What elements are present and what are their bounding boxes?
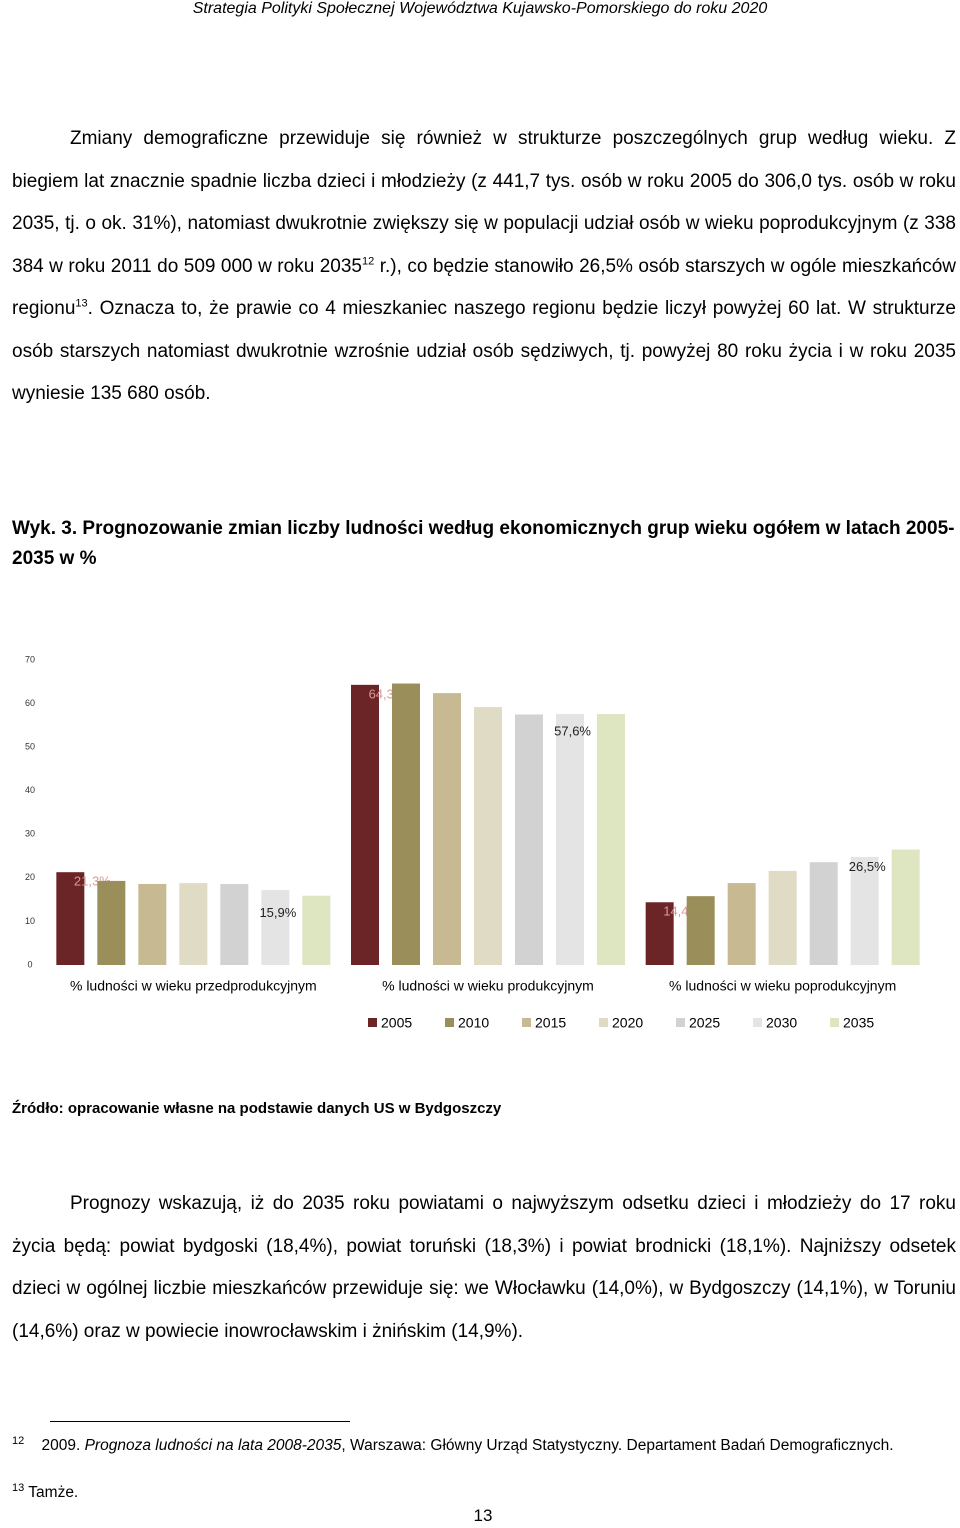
bar bbox=[515, 714, 543, 965]
bar bbox=[850, 856, 879, 965]
text: 2009. bbox=[41, 1437, 85, 1454]
bar bbox=[891, 849, 920, 965]
bar bbox=[727, 883, 756, 965]
text: Prognoza ludności na lata 2008-2035 bbox=[84, 1437, 342, 1454]
y-tick-label: 0 bbox=[27, 959, 32, 969]
legend-swatch bbox=[830, 1018, 839, 1027]
bar bbox=[686, 896, 715, 965]
legend-swatch bbox=[522, 1018, 531, 1027]
legend-label: 2035 bbox=[843, 1015, 874, 1031]
bar bbox=[138, 883, 167, 965]
bar bbox=[261, 890, 290, 965]
legend-label: 2025 bbox=[689, 1015, 720, 1031]
x-tick-label: % ludności w wieku przedprodukcyjnym bbox=[70, 978, 317, 994]
bar bbox=[809, 862, 838, 965]
footnote: 12 2009. Prognoza ludności na lata 2008-… bbox=[12, 1434, 956, 1456]
bar bbox=[433, 693, 461, 965]
bar bbox=[645, 902, 674, 965]
paragraph: Zmiany demograficzne przewiduje się równ… bbox=[12, 118, 956, 416]
bar bbox=[768, 870, 797, 965]
bar bbox=[97, 880, 126, 965]
page-header: Strategia Polityki Społecznej Województw… bbox=[192, 0, 768, 17]
footnote-rule bbox=[50, 1421, 350, 1422]
data-label: 15,9% bbox=[259, 905, 296, 920]
bar bbox=[392, 683, 420, 965]
legend-swatch bbox=[445, 1018, 454, 1027]
footnote: 13 Tamże. bbox=[12, 1481, 79, 1502]
chart: 01020304050607021,3%64,3%14,4%15,9%57,6%… bbox=[25, 654, 920, 1031]
footnote-ref: 13 bbox=[75, 297, 88, 310]
legend-label: 2015 bbox=[535, 1015, 566, 1031]
text: Tamże. bbox=[28, 1484, 79, 1501]
x-tick-label: % ludności w wieku poprodukcyjnym bbox=[669, 978, 896, 994]
paragraph: Prognozy wskazują, iż do 2035 roku powia… bbox=[12, 1193, 956, 1342]
legend-label: 2005 bbox=[381, 1015, 412, 1031]
bar bbox=[302, 895, 331, 965]
bar bbox=[220, 883, 249, 965]
bar bbox=[597, 714, 625, 965]
y-tick-label: 70 bbox=[25, 654, 35, 664]
y-tick-label: 10 bbox=[25, 916, 35, 926]
footnote-ref: 12 bbox=[362, 255, 375, 268]
legend-swatch bbox=[368, 1018, 377, 1027]
bar bbox=[556, 714, 584, 965]
data-label: 26,5% bbox=[849, 859, 886, 874]
text: r.), co będzie stanowiło 26,5% osób star… bbox=[12, 255, 957, 320]
bar bbox=[179, 883, 208, 965]
page-number: 13 bbox=[473, 1506, 493, 1525]
footnote-mark: 12 bbox=[12, 1434, 25, 1447]
legend-label: 2010 bbox=[458, 1015, 489, 1031]
y-tick-label: 60 bbox=[25, 698, 35, 708]
legend-swatch bbox=[753, 1018, 762, 1027]
figure-caption: Wyk. 3. Prognozowanie zmian liczby ludno… bbox=[12, 518, 955, 569]
bar bbox=[474, 707, 502, 965]
x-tick-label: % ludności w wieku produkcyjnym bbox=[382, 978, 594, 994]
y-tick-label: 30 bbox=[25, 829, 35, 839]
text: , Warszawa: Główny Urząd Statystyczny. D… bbox=[341, 1437, 894, 1454]
bar bbox=[56, 872, 85, 965]
y-tick-label: 50 bbox=[25, 742, 35, 752]
bar bbox=[351, 684, 379, 965]
legend-label: 2020 bbox=[612, 1015, 643, 1031]
y-tick-label: 40 bbox=[25, 785, 35, 795]
text: Zmiany demograficzne przewiduje się równ… bbox=[12, 128, 956, 277]
data-label: 57,6% bbox=[554, 723, 591, 738]
text: . Oznacza to, że prawie co 4 mieszkaniec… bbox=[12, 298, 956, 404]
source: Źródło: opracowanie własne na podstawie … bbox=[12, 1100, 502, 1117]
legend-swatch bbox=[599, 1018, 608, 1027]
y-tick-label: 20 bbox=[25, 872, 35, 882]
footnote-mark: 13 bbox=[12, 1481, 25, 1494]
legend-label: 2030 bbox=[766, 1015, 797, 1031]
legend-swatch bbox=[676, 1018, 685, 1027]
